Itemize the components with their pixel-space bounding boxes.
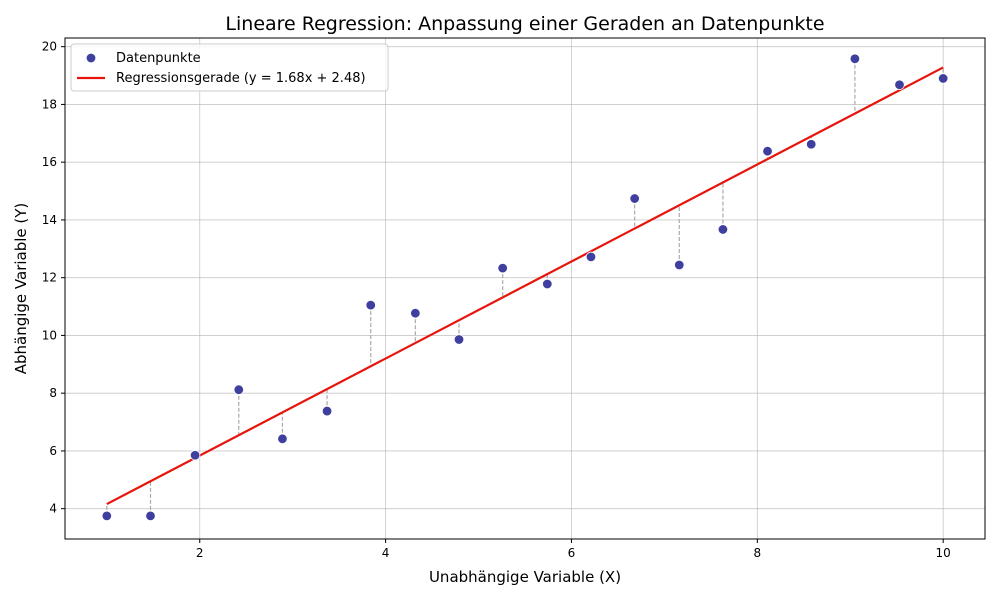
data-point: [365, 299, 376, 311]
chart-title: Lineare Regression: Anpassung einer Gera…: [225, 13, 824, 35]
axis-ticks: 2 4 6 8 10 4 6 8 10 12 14 16 18 20: [42, 40, 951, 560]
y-tick-label: 8: [49, 386, 57, 400]
data-point: [101, 510, 113, 522]
y-tick-label: 18: [42, 97, 57, 111]
x-tick-label: 8: [754, 546, 762, 560]
y-axis-title: Abhängige Variable (Y): [12, 203, 30, 375]
data-point: [894, 79, 905, 90]
data-point: [233, 384, 244, 395]
legend: Datenpunkte Regressionsgerade (y = 1.68x…: [70, 43, 389, 92]
data-point: [497, 262, 508, 274]
data-point: [453, 334, 465, 345]
y-tick-label: 12: [42, 271, 57, 285]
data-point: [321, 405, 333, 417]
plot-frame: [64, 37, 986, 540]
data-point: [629, 193, 640, 204]
data-point: [585, 251, 597, 263]
x-tick-label: 4: [382, 546, 390, 560]
data-point: [410, 307, 421, 319]
y-tick-label: 6: [49, 444, 57, 458]
data-point: [542, 278, 553, 290]
legend-label-regressionsgerade: Regressionsgerade (y = 1.68x + 2.48): [116, 71, 366, 86]
data-point: [806, 139, 817, 150]
y-tick-label: 4: [49, 502, 57, 516]
legend-marker-datenpunkte: [85, 52, 97, 64]
legend-label-datenpunkte: Datenpunkte: [116, 51, 201, 66]
x-tick-label: 2: [196, 546, 204, 560]
x-tick-label: 6: [568, 546, 576, 560]
regression-line: [106, 66, 944, 506]
data-point: [277, 433, 288, 445]
x-tick-label: 10: [936, 546, 951, 560]
data-point: [189, 450, 201, 461]
data-points: [101, 53, 949, 522]
legend-box: [70, 43, 389, 92]
y-tick-label: 10: [42, 328, 57, 342]
x-axis-title: Unabhängige Variable (X): [429, 568, 621, 586]
data-point: [762, 145, 773, 157]
data-point: [674, 259, 685, 271]
residual-lines: [106, 58, 944, 516]
grid: [65, 38, 985, 539]
data-point: [937, 73, 949, 84]
y-tick-label: 20: [42, 40, 57, 54]
regression-line-layer: [106, 66, 944, 506]
y-tick-label: 16: [42, 155, 57, 169]
y-tick-label: 14: [42, 213, 57, 227]
data-point: [717, 224, 729, 235]
data-point: [849, 53, 861, 64]
data-point: [145, 510, 156, 522]
